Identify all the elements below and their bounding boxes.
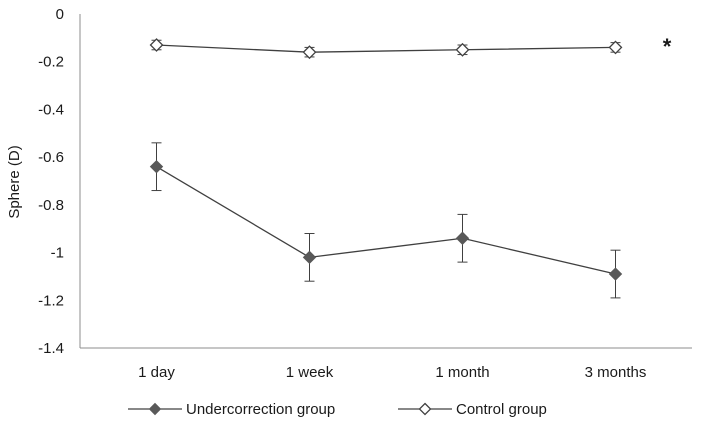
series-control: [149, 38, 623, 60]
legend-label: Control group: [456, 401, 547, 418]
legend: Undercorrection group Control group: [128, 401, 547, 418]
data-point: [608, 40, 623, 55]
legend-marker: [148, 402, 162, 416]
data-point: [302, 45, 317, 60]
legend-item: Undercorrection group: [128, 401, 335, 418]
legend-marker: [418, 402, 432, 416]
axes: [79, 14, 692, 349]
series-undercorrection: [149, 142, 623, 299]
data-point: [302, 250, 317, 265]
y-tick-label: -0.8: [38, 197, 64, 214]
x-tick-label: 3 months: [585, 364, 647, 381]
legend-item: Control group: [398, 401, 547, 418]
x-tick-labels: 1 day 1 week 1 month 3 months: [138, 364, 646, 381]
y-tick-label: -0.6: [38, 149, 64, 166]
x-tick-label: 1 month: [435, 364, 489, 381]
significance-annotation: *: [663, 34, 672, 59]
y-tick-label: -1: [51, 245, 64, 262]
x-tick-label: 1 week: [286, 364, 334, 381]
y-tick-label: -1.2: [38, 292, 64, 309]
y-tick-label: -0.2: [38, 54, 64, 71]
x-tick-label: 1 day: [138, 364, 175, 381]
data-point: [149, 159, 164, 174]
data-point: [608, 267, 623, 281]
series-line: [156, 44, 616, 53]
legend-label: Undercorrection group: [186, 401, 335, 418]
series-layer: [149, 38, 623, 299]
data-point: [149, 38, 164, 52]
y-tick-label: -1.4: [38, 340, 64, 357]
y-axis-label: Sphere (D): [6, 145, 23, 218]
y-tick-labels: 0 -0.2 -0.4 -0.6 -0.8 -1 -1.2 -1.4: [38, 6, 64, 357]
series-line: [156, 166, 616, 275]
data-point: [455, 42, 470, 57]
data-point: [455, 231, 470, 245]
y-tick-label: 0: [56, 6, 64, 23]
y-tick-label: -0.4: [38, 101, 64, 118]
